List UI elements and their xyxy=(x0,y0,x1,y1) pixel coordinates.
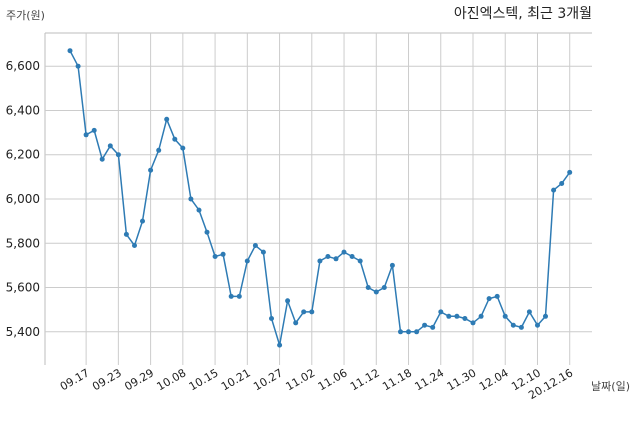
data-point xyxy=(67,48,73,54)
x-tick-label: 11.02 xyxy=(284,366,318,393)
data-point xyxy=(99,156,105,162)
series-layer xyxy=(67,48,573,348)
data-point xyxy=(236,293,242,299)
series-line xyxy=(69,50,571,346)
data-point xyxy=(107,143,113,149)
data-point xyxy=(317,258,323,264)
data-point xyxy=(164,116,170,122)
data-point xyxy=(535,322,540,328)
x-tick-label: 09.23 xyxy=(90,366,124,393)
data-point xyxy=(180,145,186,151)
data-point xyxy=(333,256,339,262)
x-axis-label: 날짜(일) xyxy=(591,379,630,393)
data-point xyxy=(188,196,194,202)
y-tick-label: 6,600 xyxy=(6,59,40,73)
x-tick-label: 12.04 xyxy=(477,366,511,393)
data-point xyxy=(220,251,226,257)
data-point xyxy=(325,254,331,259)
data-point xyxy=(252,243,258,248)
data-point xyxy=(269,316,274,321)
x-tick-label: 10.15 xyxy=(187,366,221,393)
data-point xyxy=(373,289,379,295)
data-point xyxy=(341,249,347,255)
data-point xyxy=(422,322,428,328)
x-tick-label: 11.30 xyxy=(445,366,479,393)
data-point xyxy=(260,249,266,255)
data-point xyxy=(156,147,162,153)
data-point xyxy=(446,313,452,319)
data-point xyxy=(494,293,500,299)
x-tick-label: 09.29 xyxy=(122,366,156,393)
data-point xyxy=(115,152,121,158)
data-point xyxy=(518,324,524,330)
x-tick-label: 11.24 xyxy=(412,366,446,393)
y-tick-label: 6,400 xyxy=(6,103,40,117)
data-point xyxy=(91,127,97,133)
x-tick-label: 11.12 xyxy=(348,366,382,393)
data-point xyxy=(510,322,516,328)
data-point xyxy=(543,313,548,319)
data-point xyxy=(567,169,573,175)
data-point xyxy=(301,309,307,315)
x-tick-label: 10.21 xyxy=(219,366,253,393)
data-point xyxy=(381,285,387,290)
data-point xyxy=(414,329,420,335)
data-point xyxy=(454,313,460,319)
y-tick-label: 6,000 xyxy=(6,192,40,206)
data-point xyxy=(75,63,81,69)
data-point xyxy=(349,254,355,259)
y-tick-label: 5,800 xyxy=(6,236,40,250)
data-point xyxy=(309,309,315,315)
data-point xyxy=(478,313,484,319)
data-point xyxy=(132,243,137,248)
data-point xyxy=(406,329,411,335)
data-point xyxy=(430,324,436,330)
y-axis-label: 주가(원) xyxy=(6,9,45,22)
data-point xyxy=(470,320,476,326)
x-tick-label: 10.27 xyxy=(251,366,285,393)
data-point xyxy=(148,167,154,173)
data-point xyxy=(228,293,234,299)
data-point xyxy=(123,231,129,237)
data-point xyxy=(357,258,363,264)
data-point xyxy=(526,309,532,315)
data-point xyxy=(140,218,145,224)
data-point xyxy=(365,285,371,290)
data-point xyxy=(551,187,557,193)
x-tick-label: 09.17 xyxy=(58,366,92,393)
y-tick-label: 5,600 xyxy=(6,281,40,295)
data-point xyxy=(277,342,283,348)
data-point xyxy=(559,181,565,186)
data-point xyxy=(83,132,89,138)
data-point xyxy=(502,313,508,319)
data-point xyxy=(244,258,250,264)
chart-title: 아진엑스텍, 최근 3개월 xyxy=(454,6,592,22)
x-tick-label: 10.08 xyxy=(155,366,189,393)
data-point xyxy=(285,298,291,304)
data-point xyxy=(486,296,492,302)
data-point xyxy=(398,329,403,335)
grid-layer xyxy=(44,32,592,365)
y-tick-label: 5,400 xyxy=(6,325,40,339)
y-tick-label: 6,200 xyxy=(6,148,40,162)
data-point xyxy=(462,316,468,321)
data-point xyxy=(204,229,210,235)
data-point xyxy=(196,207,202,213)
data-point xyxy=(438,309,444,315)
data-point xyxy=(293,320,299,326)
data-point xyxy=(389,262,395,268)
data-point xyxy=(212,254,218,259)
data-point xyxy=(172,136,178,142)
x-tick-label: 11.18 xyxy=(380,366,414,393)
x-tick-label: 11.06 xyxy=(316,366,350,393)
